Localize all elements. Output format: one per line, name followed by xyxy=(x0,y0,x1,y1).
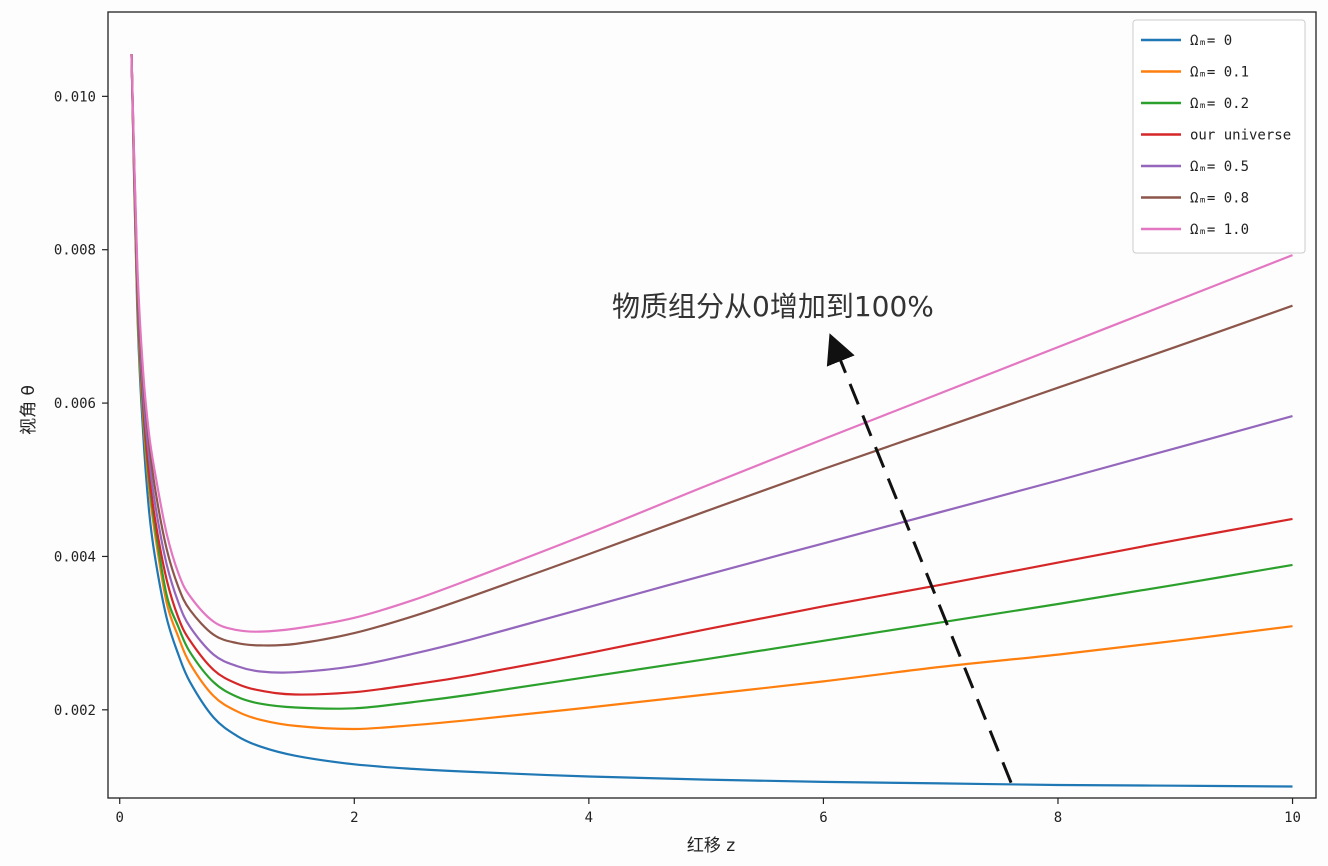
y-axis-ticks: 0.002 0.004 0.006 0.008 0.010 xyxy=(54,89,108,719)
y-tick-label: 0.010 xyxy=(54,89,96,105)
legend-label: our universe xyxy=(1190,128,1291,144)
x-tick-label: 8 xyxy=(1054,810,1062,826)
plot-frame xyxy=(107,11,1317,799)
x-tick-label: 6 xyxy=(819,810,827,826)
annotation-text: 物质组分从0增加到100% xyxy=(612,290,934,323)
legend-label: Ωₘ= 0.1 xyxy=(1190,65,1249,81)
series-lines xyxy=(130,54,1293,788)
y-tick-label: 0.002 xyxy=(54,703,96,719)
legend-label: Ωₘ= 0.2 xyxy=(1190,96,1249,112)
y-axis-label: 视角 θ xyxy=(19,385,39,435)
y-tick-label: 0.008 xyxy=(54,243,96,259)
x-tick-label: 4 xyxy=(585,810,593,826)
legend-label: Ωₘ= 0.5 xyxy=(1190,159,1249,175)
legend-box xyxy=(1132,19,1306,254)
series-line-5 xyxy=(130,54,1293,647)
series-line-2 xyxy=(130,54,1293,710)
legend-label: Ωₘ= 0.8 xyxy=(1190,191,1249,207)
x-tick-label: 0 xyxy=(116,810,124,826)
series-line-4 xyxy=(130,54,1293,674)
x-tick-label: 10 xyxy=(1284,810,1301,826)
legend-label: Ωₘ= 0 xyxy=(1190,33,1232,49)
y-tick-label: 0.006 xyxy=(54,396,96,412)
x-tick-label: 2 xyxy=(350,810,358,826)
x-axis-ticks: 0 2 4 6 8 10 xyxy=(116,798,1301,826)
series-line-0 xyxy=(130,54,1293,788)
legend: Ωₘ= 0 Ωₘ= 0.1 Ωₘ= 0.2 our universe Ωₘ= 0.5 Ωₘ… xyxy=(1132,19,1306,254)
series-line-3 xyxy=(130,54,1293,696)
legend-label: Ωₘ= 1.0 xyxy=(1190,222,1249,238)
annotation-arrow xyxy=(826,333,1013,784)
series-line-6 xyxy=(130,54,1293,633)
y-tick-label: 0.004 xyxy=(54,549,96,565)
x-axis-label: 红移 z xyxy=(687,836,735,856)
